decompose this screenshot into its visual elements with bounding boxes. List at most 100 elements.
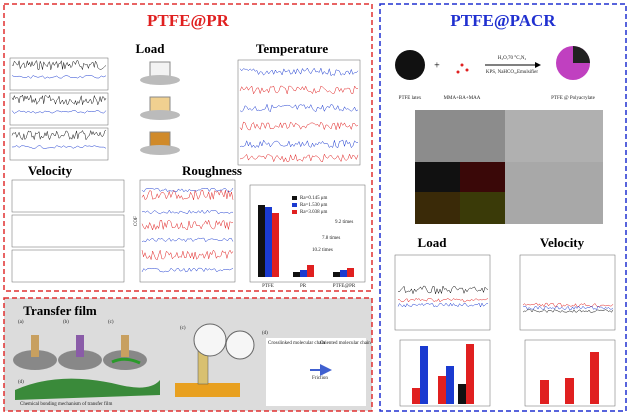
roughness-legend: Ra=0.145 μm Ra=1.530 μm Ra=3.038 μm: [292, 196, 328, 215]
trace: [397, 297, 489, 303]
bar-shape: [272, 213, 279, 277]
bar-shape: [420, 346, 428, 404]
chain-label: Crosslinked molecular chain: [268, 341, 326, 346]
pin: [31, 335, 39, 357]
load-samples: [140, 61, 180, 155]
category-label: PR: [300, 284, 307, 289]
monomer: [460, 63, 464, 67]
pr-title: PTFE@PR: [147, 11, 230, 30]
pacr-frame: [379, 3, 627, 412]
panel-label: (b): [63, 320, 69, 325]
chain-circle: [193, 323, 227, 357]
disk: [13, 350, 57, 370]
trace: [239, 153, 359, 163]
panel-label: (c): [180, 326, 186, 331]
bar-shape: [540, 380, 549, 404]
panel-label: (c): [108, 320, 114, 325]
pacr-title: PTFE@PACR: [450, 11, 556, 30]
pin: [121, 335, 129, 357]
plot-frame: [11, 179, 125, 213]
product-label: PTFE @ Polyacrylate: [551, 96, 596, 101]
plot-frame: [139, 179, 236, 283]
trace: [397, 302, 489, 308]
reactant-label: MMA+BA+MAA: [444, 96, 481, 101]
bar-shape: [446, 366, 454, 404]
disk: [140, 75, 180, 85]
bar-shape: [293, 272, 300, 277]
sem-image: [415, 110, 505, 162]
trace: [11, 94, 107, 106]
annotation: 7.8 times: [322, 236, 340, 241]
temperature-heading: Temperature: [256, 41, 328, 56]
plus: +: [434, 60, 440, 71]
legend-swatch: [292, 203, 297, 207]
sem-images: [415, 110, 603, 224]
bar-shape: [438, 376, 446, 404]
arrow-label: Friction: [312, 376, 328, 381]
condition: H₂O,70 °C,N₂: [498, 56, 527, 61]
disk: [140, 145, 180, 155]
trace: [11, 59, 107, 71]
trace: [11, 129, 107, 141]
bar-shape: [466, 344, 474, 404]
eds-map: [460, 192, 505, 224]
trace: [141, 209, 233, 215]
chain-label: Oriented molecular chain: [320, 341, 371, 346]
trace: [141, 219, 234, 231]
pin: [76, 335, 84, 357]
pacr-load-heading: Load: [418, 235, 448, 250]
monomer: [465, 68, 469, 72]
panel-label: (a): [18, 320, 24, 325]
bar-shape: [258, 205, 265, 277]
bar-shape: [300, 270, 307, 277]
synthesis-scheme: [395, 46, 590, 80]
trace: [239, 85, 358, 95]
trace: [397, 285, 489, 295]
legend-swatch: [292, 196, 297, 200]
trace: [141, 249, 234, 261]
trace: [239, 121, 359, 131]
axis-label: COF: [134, 216, 139, 226]
bar-shape: [347, 268, 354, 277]
trace: [11, 110, 107, 114]
bar-shape: [340, 270, 347, 277]
core-cut: [573, 46, 590, 63]
sem-image: [505, 162, 603, 224]
film: [15, 378, 160, 400]
reactant-label: PTFE latex: [399, 96, 422, 101]
trace: [141, 237, 234, 243]
sem-image: [505, 110, 603, 162]
panel-label: (d): [18, 380, 24, 385]
chain-box: [266, 338, 366, 406]
decorative-traces: [11, 59, 614, 313]
caption: Chemical bonding mechanism of transfer f…: [20, 402, 112, 407]
bar-shape: [412, 388, 420, 404]
trace: [141, 189, 234, 200]
trace: [522, 309, 614, 313]
trace: [141, 267, 234, 273]
eds-map: [415, 162, 460, 192]
velocity-heading: Velocity: [28, 163, 73, 178]
pacr-bars: [412, 344, 599, 404]
roughness-bars: [258, 205, 354, 277]
category-label: PTFE: [262, 284, 274, 289]
trace: [239, 67, 359, 77]
bar-shape: [565, 378, 574, 404]
trace: [522, 305, 614, 311]
bar-shape: [333, 272, 340, 277]
plot-frame: [11, 214, 125, 248]
legend-text: Ra=0.145 μm: [300, 196, 328, 201]
trace: [11, 75, 107, 79]
transfer-heading: Transfer film: [23, 303, 97, 318]
transfer-schematics: [13, 323, 366, 406]
chain-circle: [225, 330, 255, 360]
eds-map: [460, 162, 505, 192]
pr-frame: [3, 3, 373, 292]
bar-shape: [458, 384, 466, 404]
disk: [140, 110, 180, 120]
trace: [239, 139, 359, 149]
plot-frame: [519, 254, 616, 331]
eds-map: [415, 192, 460, 224]
trace: [239, 103, 359, 113]
